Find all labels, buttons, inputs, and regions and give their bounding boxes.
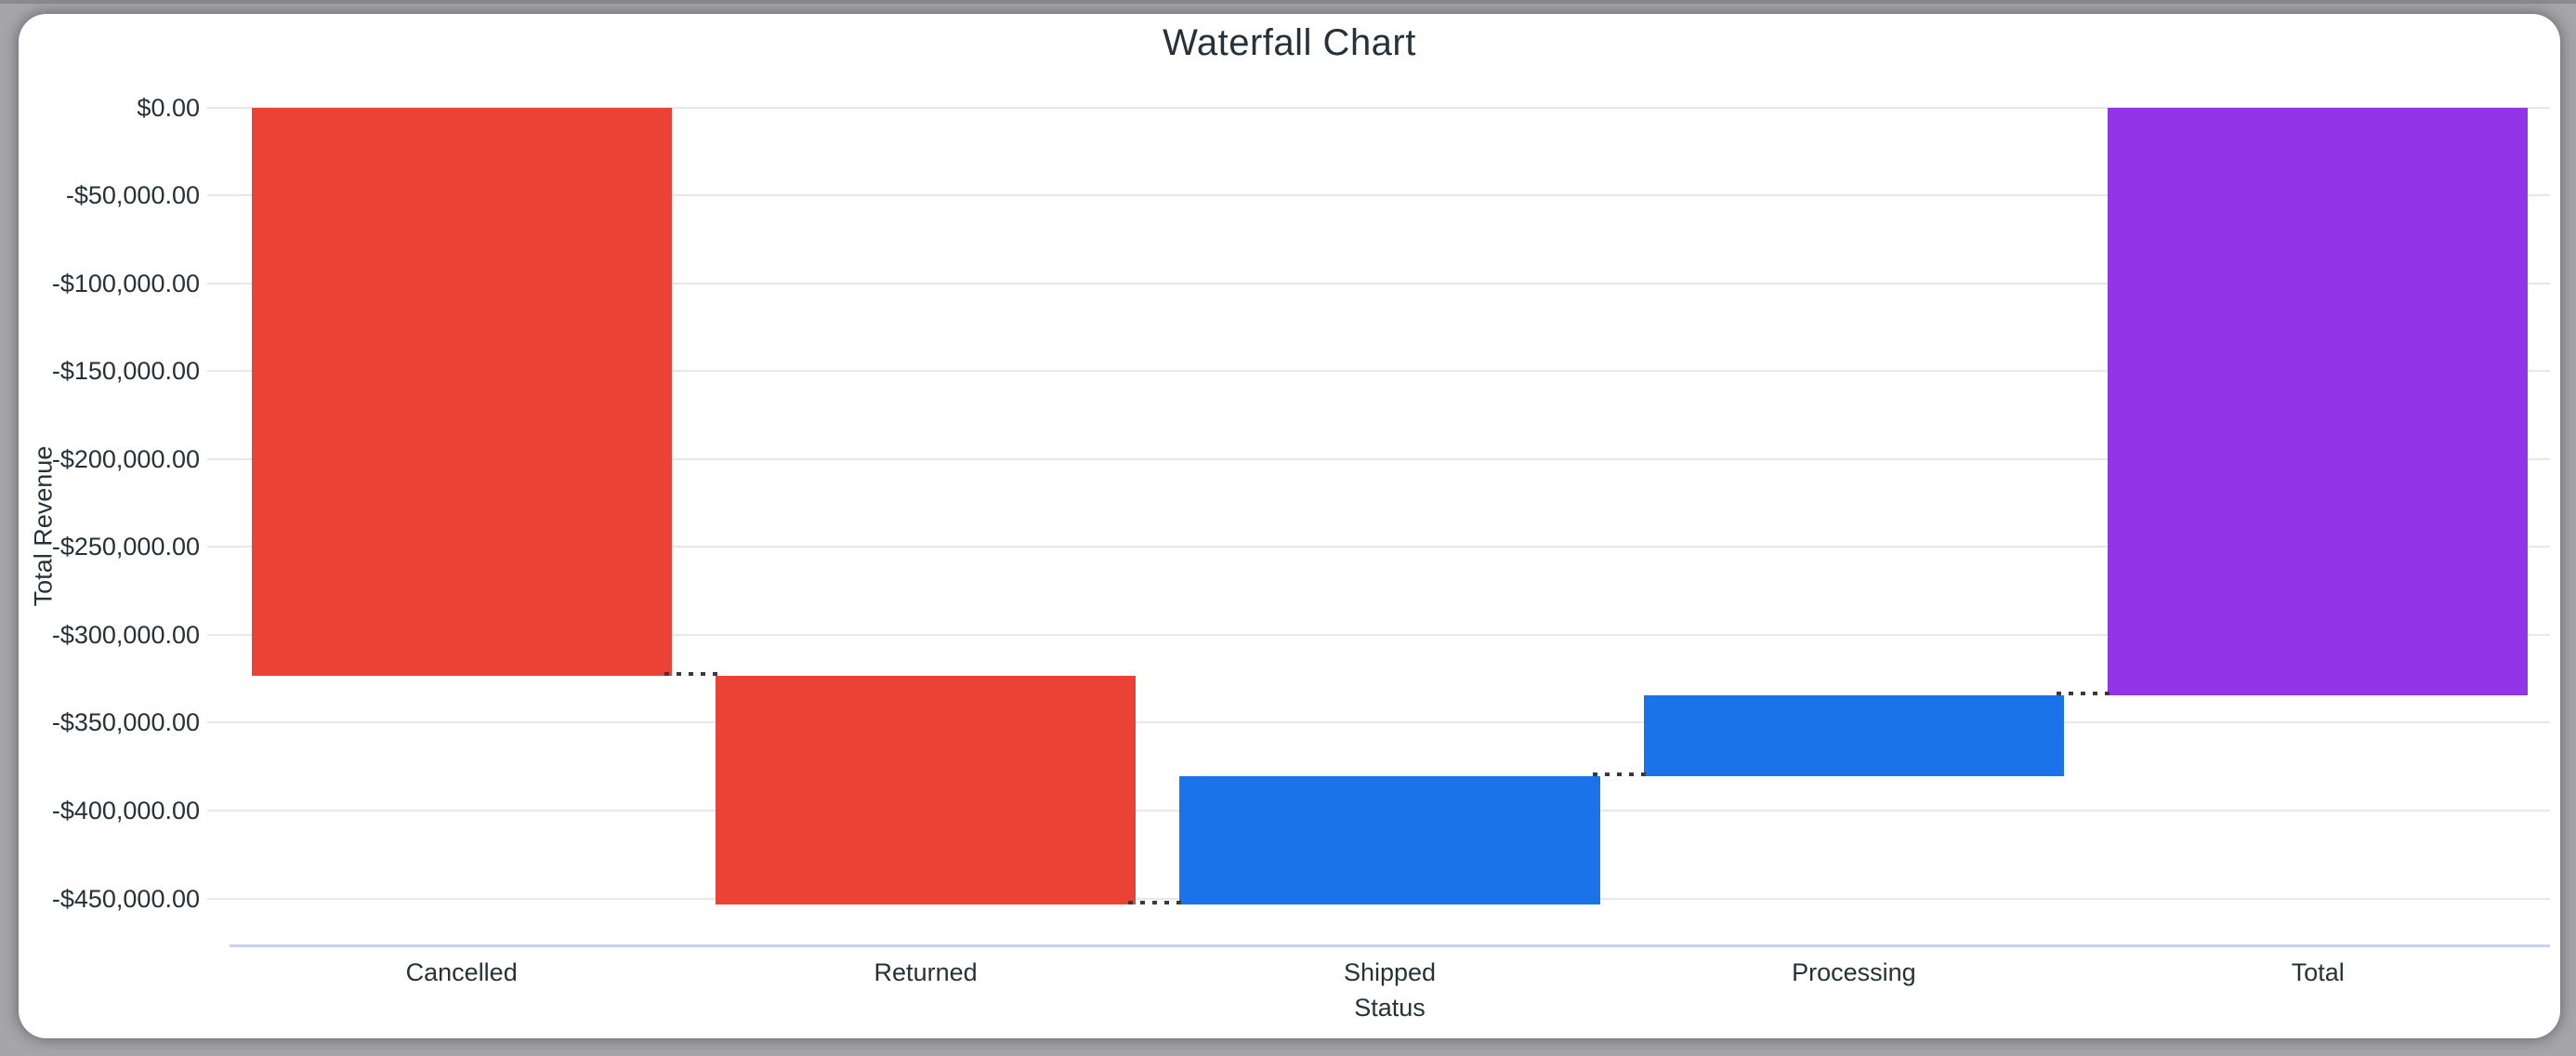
x-axis-title: Status xyxy=(1354,994,1426,1022)
waterfall-connector xyxy=(1128,901,1188,905)
y-tick-label: -$100,000.00 xyxy=(51,269,200,297)
y-tick-label: -$400,000.00 xyxy=(51,796,200,825)
bar-total[interactable] xyxy=(2108,107,2529,695)
x-category-label-shipped: Shipped xyxy=(1343,958,1437,986)
y-tick-label: -$300,000.00 xyxy=(51,620,200,649)
chart-card: Waterfall Chart Total Revenue $0.00 -$50,… xyxy=(19,14,2560,1038)
y-tick-label: -$200,000.00 xyxy=(51,444,200,473)
y-axis-tick xyxy=(207,457,230,460)
y-axis-tick xyxy=(207,194,230,197)
x-category-label-cancelled: Cancelled xyxy=(405,958,518,986)
x-category-label-processing: Processing xyxy=(1792,958,1916,986)
gridline xyxy=(230,457,2550,460)
y-axis-tick xyxy=(207,633,230,636)
waterfall-connector xyxy=(1592,772,1651,777)
y-axis-tick xyxy=(207,282,230,284)
bar-shipped[interactable] xyxy=(1179,776,1600,905)
waterfall-connector xyxy=(2057,691,2116,695)
y-axis-tick xyxy=(207,370,230,373)
plot-area xyxy=(207,106,2550,947)
chart-title: Waterfall Chart xyxy=(1163,22,1416,63)
gridline xyxy=(230,633,2550,636)
gridline xyxy=(230,282,2550,284)
x-category-label-returned: Returned xyxy=(874,958,978,986)
y-tick-label: -$450,000.00 xyxy=(51,884,200,913)
x-category-label-total: Total xyxy=(2291,958,2345,986)
y-tick-label: -$350,000.00 xyxy=(51,708,200,737)
bar-processing[interactable] xyxy=(1643,694,2064,777)
waterfall-connector xyxy=(664,672,723,677)
y-tick-label: $0.00 xyxy=(137,93,200,122)
y-tick-label: -$50,000.00 xyxy=(65,181,200,210)
y-axis-tick xyxy=(207,546,230,548)
frame-top-edge xyxy=(0,0,2576,4)
y-axis-tick xyxy=(207,106,230,109)
gridline xyxy=(230,106,2550,109)
bar-cancelled[interactable] xyxy=(251,107,672,677)
bar-returned[interactable] xyxy=(715,676,1137,905)
gridline xyxy=(230,194,2550,197)
y-tick-label: -$250,000.00 xyxy=(51,533,200,561)
gridline xyxy=(230,546,2550,548)
y-axis-tick xyxy=(207,897,230,900)
y-axis-tick xyxy=(207,721,230,724)
gridline xyxy=(230,370,2550,373)
y-axis-tick xyxy=(207,809,230,812)
y-tick-label: -$150,000.00 xyxy=(51,357,200,386)
gridline xyxy=(230,721,2550,724)
